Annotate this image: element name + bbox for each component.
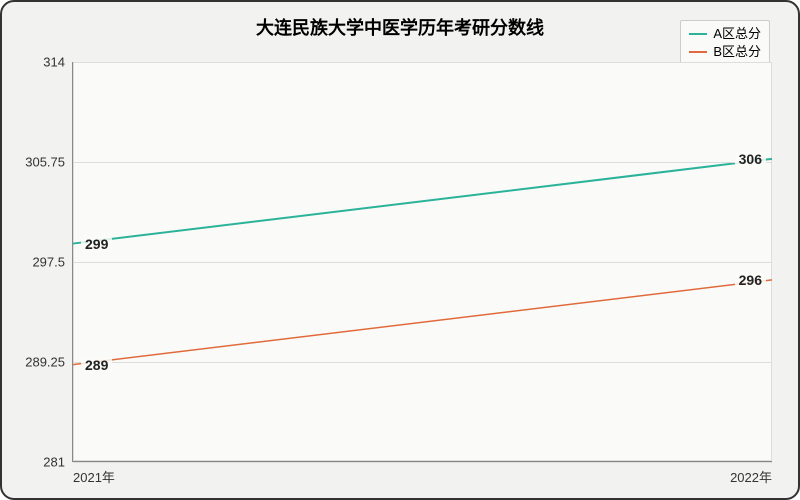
legend-label-a: A区总分 <box>713 25 761 43</box>
y-axis-tick: 289.25 <box>25 355 73 370</box>
value-label: 296 <box>735 272 766 288</box>
legend-box: A区总分 B区总分 <box>680 20 770 66</box>
gridline <box>73 262 772 263</box>
plot-area: 281289.25297.5305.753142021年2022年2993062… <box>72 62 772 462</box>
gridline <box>73 162 772 163</box>
y-axis-tick: 305.75 <box>25 155 73 170</box>
legend-item-a: A区总分 <box>689 25 761 43</box>
gridline <box>73 462 772 463</box>
value-label: 299 <box>81 236 112 252</box>
legend-swatch-b <box>689 51 707 53</box>
x-axis-tick: 2021年 <box>73 461 115 486</box>
gridline <box>73 362 772 363</box>
x-axis-tick: 2022年 <box>730 461 772 486</box>
legend-item-b: B区总分 <box>689 43 761 61</box>
value-label: 289 <box>81 357 112 373</box>
legend-swatch-a <box>689 33 707 35</box>
y-axis-tick: 297.5 <box>32 255 73 270</box>
legend-label-b: B区总分 <box>713 43 761 61</box>
series-line <box>73 159 772 244</box>
chart-frame: 大连民族大学中医学历年考研分数线 A区总分 B区总分 281 289.25 297.… <box>0 0 800 500</box>
y-axis-tick: 281 <box>43 455 73 470</box>
gridline <box>73 62 772 63</box>
value-label: 306 <box>735 151 766 167</box>
series-line <box>73 280 772 365</box>
chart-title: 大连民族大学中医学历年考研分数线 <box>2 14 798 40</box>
y-axis-tick: 314 <box>43 55 73 70</box>
